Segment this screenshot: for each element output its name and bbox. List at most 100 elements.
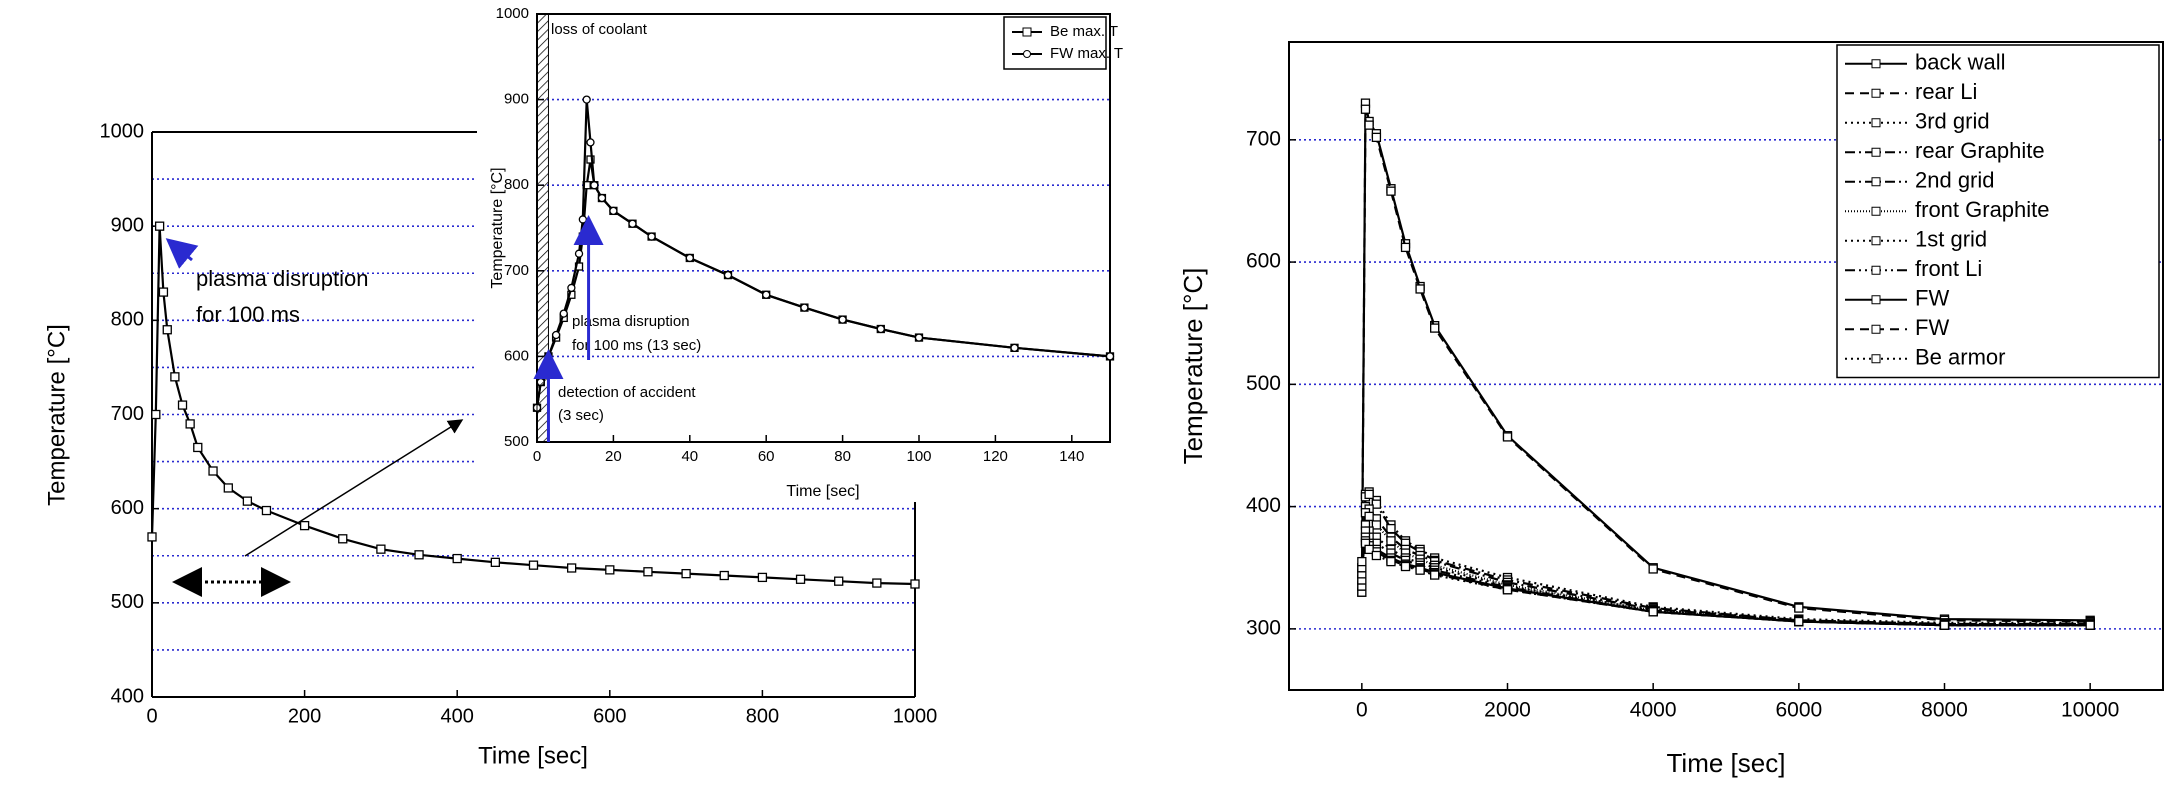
y-tick-label: 500 <box>1246 372 1281 395</box>
point-marker <box>1794 603 1804 613</box>
legend-label: 3rd grid <box>1915 109 1990 134</box>
series-line <box>1360 527 2091 627</box>
legend-marker <box>1871 236 1881 246</box>
legend-marker <box>1871 177 1881 187</box>
legend-marker <box>1871 59 1881 69</box>
legend-marker <box>1022 27 1032 37</box>
point-marker <box>1364 120 1374 130</box>
y-tick-label: 600 <box>1246 250 1281 273</box>
point-marker <box>1105 352 1115 361</box>
legend-marker <box>1871 354 1881 364</box>
annotation: for 100 ms (13 sec) <box>572 337 701 354</box>
point-marker <box>1400 561 1411 572</box>
point-marker <box>578 215 587 224</box>
annotation: detection of accident <box>558 384 696 401</box>
annotation: loss of coolant <box>551 21 648 38</box>
x-tick-label: 0 <box>1356 699 1368 722</box>
x-tick-label: 100 <box>906 448 931 465</box>
point-marker <box>414 550 424 560</box>
series-line <box>1360 492 2091 626</box>
x-tick-label: 10000 <box>2061 699 2119 722</box>
point-marker <box>223 483 233 493</box>
coolant-loss-band <box>536 13 549 443</box>
y-tick-label: 500 <box>504 433 529 450</box>
legend-label: 1st grid <box>1915 227 1987 252</box>
point-marker <box>586 155 595 164</box>
point-marker <box>208 466 218 476</box>
point-marker <box>685 253 694 263</box>
y-tick-label: 1000 <box>100 120 145 142</box>
y-tick-label: 700 <box>111 403 144 425</box>
legend-label: back wall <box>1915 50 2005 75</box>
point-marker <box>2085 620 2095 630</box>
legend-marker <box>1871 324 1881 334</box>
point-marker <box>723 270 733 280</box>
x-tick-label: 2000 <box>1484 699 1531 722</box>
point-marker <box>681 568 691 579</box>
x-tick-label: 8000 <box>1921 699 1968 722</box>
point-marker <box>910 579 920 589</box>
annotation: plasma disruption <box>572 313 690 330</box>
point-marker <box>795 574 806 584</box>
zoom-arrow <box>244 419 464 557</box>
y-tick-label: 900 <box>111 214 144 236</box>
x-axis-label: Time [sec] <box>478 742 588 769</box>
y-tick-label: 800 <box>504 176 529 193</box>
point-marker <box>1415 565 1425 575</box>
point-marker <box>1502 432 1513 442</box>
y-axis-label: Temperature [°C] <box>43 324 70 506</box>
point-marker <box>647 232 656 241</box>
point-marker <box>1371 499 1382 509</box>
point-marker <box>1386 556 1396 567</box>
point-marker <box>1010 343 1019 352</box>
point-marker <box>151 409 161 420</box>
point-marker <box>185 419 195 429</box>
legend-label: Be armor <box>1915 345 2005 370</box>
point-marker <box>559 309 568 318</box>
legend-marker <box>1871 88 1881 98</box>
point-marker <box>242 496 253 506</box>
legend-box <box>1003 16 1107 70</box>
x-tick-label: 140 <box>1059 448 1084 465</box>
point-marker <box>376 544 386 554</box>
point-marker <box>643 567 653 577</box>
point-marker <box>1502 585 1513 595</box>
series-line <box>150 226 916 586</box>
point-marker <box>590 181 599 190</box>
point-marker <box>567 283 576 293</box>
point-marker <box>1371 520 1382 530</box>
x-tick-label: 60 <box>758 448 775 465</box>
legend-label: Be max. T <box>1050 23 1118 40</box>
point-marker <box>1360 104 1371 114</box>
y-tick-label: 700 <box>504 262 529 279</box>
y-tick-label: 900 <box>504 91 529 108</box>
point-marker <box>1371 550 1382 561</box>
y-tick-label: 300 <box>1246 616 1281 639</box>
point-marker <box>193 442 203 453</box>
y-tick-label: 800 <box>111 309 144 331</box>
point-marker <box>154 221 165 231</box>
point-marker <box>1386 536 1396 546</box>
point-marker <box>838 315 847 324</box>
point-marker <box>1794 616 1804 627</box>
point-marker <box>1386 523 1396 534</box>
point-marker <box>914 333 924 342</box>
legend-label: FW <box>1915 286 1949 311</box>
point-marker <box>490 557 501 567</box>
point-marker <box>1386 186 1396 196</box>
x-tick-label: 6000 <box>1775 699 1822 722</box>
y-axis-label: Temperature [°C] <box>1178 268 1208 465</box>
x-tick-label: 80 <box>834 448 851 465</box>
x-axis-label: Time [sec] <box>1667 748 1786 778</box>
point-marker <box>170 372 180 382</box>
point-marker <box>158 287 169 297</box>
legend-label: FW <box>1915 315 1949 340</box>
y-tick-label: 400 <box>1246 494 1281 517</box>
point-marker <box>757 572 768 583</box>
legend-label: front Graphite <box>1915 197 2050 222</box>
x-tick-label: 800 <box>746 705 779 727</box>
series-line <box>1360 521 2091 627</box>
x-tick-label: 120 <box>983 448 1008 465</box>
x-tick-label: 20 <box>605 448 622 465</box>
